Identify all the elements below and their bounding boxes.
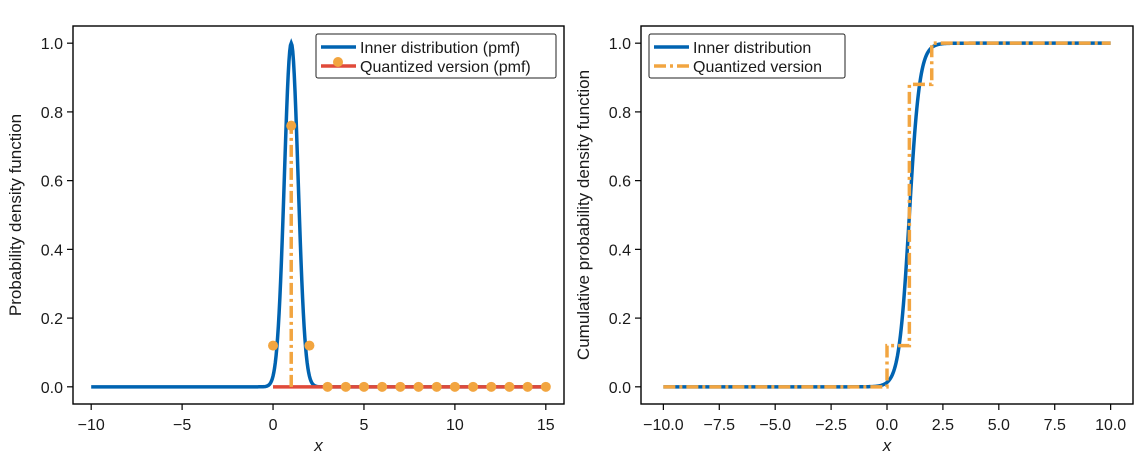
pdf-quantized-point [340,381,351,392]
pdf-panel: −10 −5 0 5 10 15 0.0 0.2 0.4 0.6 0.8 1.0 x Probabil… [6,25,565,455]
x-tick-label: 10.0 [1095,417,1126,434]
pdf-legend-inner-label: Inner distribution (pmf) [360,40,520,57]
pdf-quantized-point [522,381,533,392]
y-tick-label: 0.4 [41,242,63,259]
pdf-plot-frame [72,25,565,405]
cdf-legend-quantized-label: Quantized version [693,59,822,76]
cdf-quantized-step-line [663,41,1111,389]
y-tick-label: 0.2 [609,311,631,328]
x-tick-label: −10.0 [643,417,684,434]
cdf-panel: −10.0 −7.5 −5.0 −2.5 0.0 2.5 5.0 7.5 10.0 0.0 0.2 0… [574,25,1134,455]
pdf-legend-quantized-label: Quantized version (pmf) [360,59,531,76]
cdf-x-axis-label: x [882,436,892,455]
x-tick-label: 2.5 [932,417,954,434]
y-tick-label: 0.6 [609,174,631,191]
pdf-quantized-point [395,381,406,392]
y-tick-label: 0.4 [609,242,631,259]
pdf-legend-box [315,33,557,79]
x-tick-label: 5.0 [988,417,1010,434]
pdf-inner-distribution-line [91,38,546,389]
cdf-legend-box [648,33,846,79]
y-tick-label: 0.2 [41,311,63,328]
pdf-quantized-point [449,381,460,392]
x-tick-label: −5.0 [759,417,791,434]
pdf-quantized-point [358,381,369,392]
cdf-y-axis-label: Cumulative probability density function [574,70,593,360]
pdf-quantized-point [504,381,515,392]
x-tick-label: 0 [269,417,278,434]
pdf-quantized-point [286,120,297,131]
x-tick-label: 10 [446,417,464,434]
pdf-quantized-point [268,340,279,351]
pdf-quantized-point [486,381,497,392]
pdf-quantized-point [377,381,388,392]
x-tick-label: −2.5 [815,417,847,434]
pdf-legend: Inner distribution (pmf) Quantized versi… [315,33,557,79]
pdf-quantized-point [413,381,424,392]
y-tick-label: 0.6 [41,174,63,191]
x-tick-label: 0.0 [876,417,898,434]
pdf-legend-quantized-marker [333,57,343,67]
cdf-legend: Inner distribution Quantized version [648,33,846,79]
y-tick-label: 1.0 [41,36,63,53]
y-tick-label: 0.8 [41,105,63,122]
y-tick-label: 0.8 [609,105,631,122]
pdf-quantized-point [540,381,551,392]
cdf-inner-distribution-line [663,41,1111,389]
pdf-axis-ticks: −10 −5 0 5 10 15 0.0 0.2 0.4 0.6 0.8 1.0 [41,36,555,434]
cdf-axis-ticks: −10.0 −7.5 −5.0 −2.5 0.0 2.5 5.0 7.5 10.0 0.0 0.2 0… [609,36,1127,434]
x-tick-label: −7.5 [703,417,735,434]
x-tick-label: −5 [173,417,191,434]
y-tick-label: 1.0 [609,36,631,53]
pdf-x-axis-label: x [313,436,323,455]
y-tick-label: 0.0 [609,380,631,397]
x-tick-label: 15 [537,417,555,434]
cdf-legend-inner-label: Inner distribution [693,40,811,57]
pdf-quantized-point [468,381,479,392]
x-tick-label: 7.5 [1044,417,1066,434]
x-tick-label: 5 [360,417,369,434]
pdf-quantized-point [431,381,442,392]
pdf-quantized-point [304,340,315,351]
pdf-quantized-point [322,381,333,392]
pdf-y-axis-label: Probability density function [6,114,25,316]
x-tick-label: −10 [78,417,105,434]
y-tick-label: 0.0 [41,380,63,397]
